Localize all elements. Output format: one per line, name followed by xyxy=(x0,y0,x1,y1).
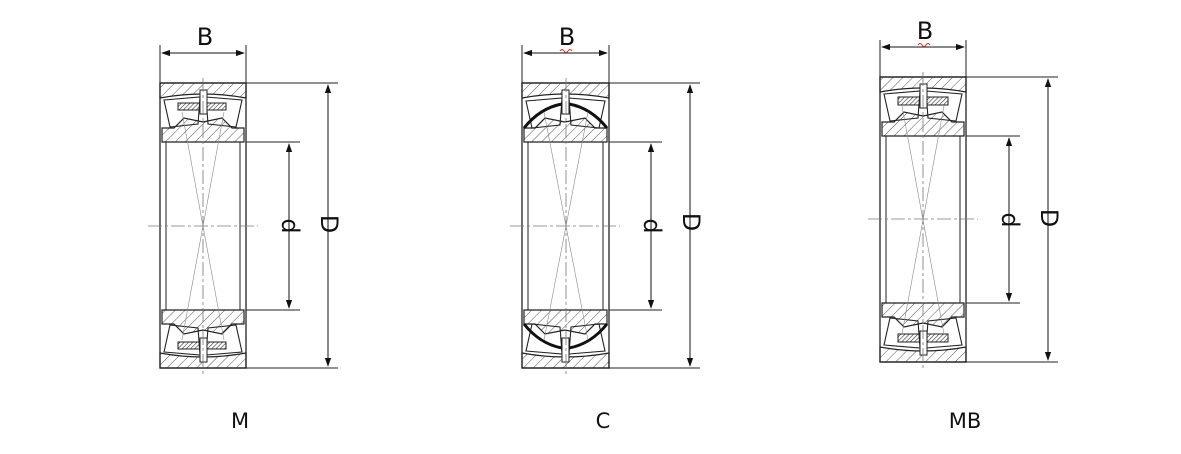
cage-bottom-right xyxy=(568,323,609,350)
b-label: B xyxy=(917,17,933,45)
cage-bottom-web xyxy=(199,337,208,363)
b-label: B xyxy=(197,23,213,51)
roller-top-right xyxy=(925,90,963,122)
roller-top-left xyxy=(883,90,921,122)
bore-label: d xyxy=(276,218,304,233)
roller-top-left xyxy=(163,96,201,128)
outer-diameter-label: D xyxy=(677,213,705,231)
diagram-c: B d D C xyxy=(510,23,705,433)
roller-bottom-right xyxy=(568,323,606,355)
roller-bottom-left xyxy=(883,317,921,349)
cage-top-left xyxy=(522,102,563,129)
contact-line-2 xyxy=(181,111,225,341)
roller-top-right xyxy=(568,97,606,129)
contact-line-2 xyxy=(901,105,945,335)
cage-top-web xyxy=(919,83,928,109)
roller-bottom-left xyxy=(163,324,201,356)
cage-bottom-web xyxy=(919,330,928,356)
guide-ring-top xyxy=(561,89,570,115)
cage-top-web xyxy=(199,89,208,115)
diagram-m: B d xyxy=(148,23,343,433)
bore-label: d xyxy=(638,218,666,233)
contact-line-2 xyxy=(543,111,589,341)
caption: M xyxy=(231,409,249,433)
bore-label: d xyxy=(996,212,1024,227)
diagram-mb: B d D MB xyxy=(868,17,1063,433)
outer-diameter-label: D xyxy=(1035,209,1063,227)
roller-top-right xyxy=(205,96,243,128)
inner-ring-top xyxy=(523,117,608,143)
b-label: B xyxy=(559,23,575,51)
caption: C xyxy=(596,409,611,433)
roller-top-left xyxy=(525,97,563,129)
cage-top-right xyxy=(568,102,609,129)
roller-bottom-right xyxy=(205,324,243,356)
inner-ring-bottom xyxy=(523,309,608,335)
caption: MB xyxy=(949,409,982,433)
cage-bottom-left xyxy=(522,323,563,350)
guide-ring-bottom xyxy=(561,337,570,363)
outer-diameter-label: D xyxy=(315,215,343,233)
spell-underline xyxy=(559,49,573,53)
roller-bottom-right xyxy=(925,317,963,349)
spell-underline xyxy=(917,43,931,47)
roller-bottom-left xyxy=(525,323,563,355)
